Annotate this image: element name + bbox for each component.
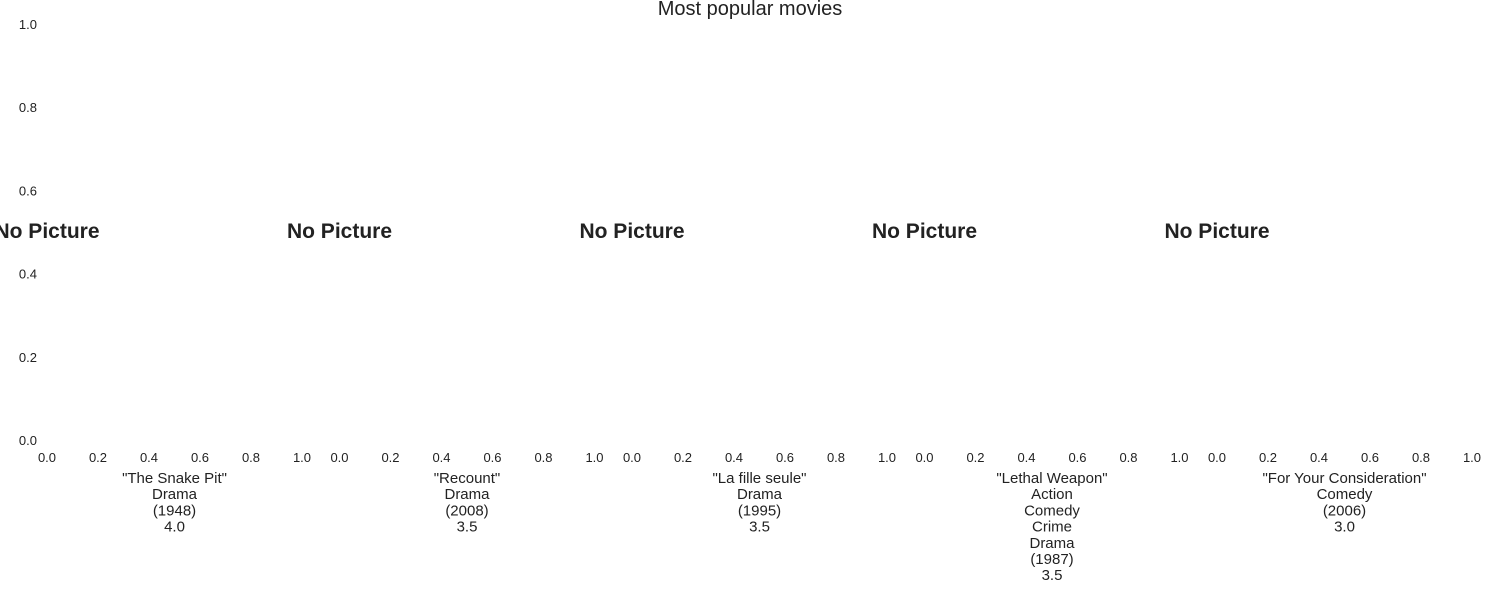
y-tick-label: 0.4 [19, 267, 37, 282]
x-tick-label: 0.8 [1412, 450, 1430, 465]
movie-genre: Drama [737, 486, 783, 503]
x-tick-label: 0.0 [330, 450, 348, 465]
movie-title: "La fille seule" [712, 470, 806, 487]
subplot-panel: 0.0 0.2 0.4 0.6 0.8 1.0 No Picture "Recount"Dra… [287, 220, 604, 536]
movie-title: "For Your Consideration" [1262, 470, 1426, 487]
movie-genre: Drama [444, 486, 490, 503]
y-tick-label: 0.2 [19, 350, 37, 365]
x-tick-label: 0.2 [89, 450, 107, 465]
x-tick-label: 0.0 [1208, 450, 1226, 465]
no-picture-label: No Picture [1164, 220, 1269, 243]
no-picture-label: No Picture [872, 220, 977, 243]
x-tick-label: 0.2 [381, 450, 399, 465]
x-tick-label: 0.4 [140, 450, 158, 465]
no-picture-label: No Picture [0, 220, 100, 243]
x-tick-label: 0.8 [534, 450, 552, 465]
movie-year: (1948) [153, 502, 196, 519]
movie-rating: 3.5 [457, 519, 478, 536]
y-axis: 0.0 0.2 0.4 0.6 0.8 1.0 [19, 17, 37, 448]
no-picture-label: No Picture [287, 220, 392, 243]
x-tick-label: 0.0 [623, 450, 641, 465]
x-tick-label: 0.0 [38, 450, 56, 465]
x-tick-label: 0.6 [483, 450, 501, 465]
movie-year: (1995) [738, 502, 781, 519]
y-tick-label: 1.0 [19, 17, 37, 32]
y-tick-label: 0.0 [19, 433, 37, 448]
movie-title: "Recount" [434, 470, 501, 487]
movie-title: "Lethal Weapon" [996, 470, 1107, 487]
x-tick-label: 0.6 [1361, 450, 1379, 465]
movie-rating: 3.5 [1042, 567, 1063, 584]
movie-genre: Drama [1029, 535, 1075, 552]
subplot-panel: 0.0 0.2 0.4 0.6 0.8 1.0 No Picture "La fille se… [579, 220, 896, 536]
x-tick-label: 0.4 [1017, 450, 1035, 465]
x-tick-label: 0.6 [1068, 450, 1086, 465]
x-tick-label: 1.0 [878, 450, 896, 465]
x-tick-label: 1.0 [1463, 450, 1481, 465]
x-tick-label: 0.2 [674, 450, 692, 465]
movie-rating: 4.0 [164, 519, 185, 536]
no-picture-label: No Picture [579, 220, 684, 243]
x-tick-label: 0.4 [725, 450, 743, 465]
subplot-panel: 0.0 0.2 0.4 0.6 0.8 1.0 No Picture "For Your Co… [1164, 220, 1481, 536]
subplot-panels: 0.0 0.2 0.4 0.6 0.8 1.0 No Picture "The Snake P… [0, 220, 1481, 584]
y-tick-label: 0.6 [19, 183, 37, 198]
movie-year: (2008) [445, 502, 488, 519]
y-tick-label: 0.8 [19, 100, 37, 115]
movie-year: (2006) [1323, 502, 1366, 519]
movie-title: "The Snake Pit" [122, 470, 227, 487]
x-tick-label: 0.8 [242, 450, 260, 465]
x-tick-label: 0.2 [1259, 450, 1277, 465]
movie-genre: Comedy [1024, 502, 1080, 519]
subplot-panel: 0.0 0.2 0.4 0.6 0.8 1.0 No Picture "The Snake P… [0, 220, 311, 536]
x-tick-label: 0.4 [1310, 450, 1328, 465]
movie-rating: 3.0 [1334, 519, 1355, 536]
chart-title: Most popular movies [658, 0, 843, 20]
x-tick-label: 0.2 [966, 450, 984, 465]
subplot-panel: 0.0 0.2 0.4 0.6 0.8 1.0 No Picture "Lethal Weap… [872, 220, 1189, 584]
x-tick-label: 0.8 [1119, 450, 1137, 465]
movie-genre: Drama [152, 486, 198, 503]
x-tick-label: 1.0 [1170, 450, 1188, 465]
x-tick-label: 0.8 [827, 450, 845, 465]
x-tick-label: 1.0 [293, 450, 311, 465]
x-tick-label: 0.0 [915, 450, 933, 465]
x-tick-label: 0.6 [776, 450, 794, 465]
movie-genre: Comedy [1317, 486, 1373, 503]
movie-genre: Crime [1032, 519, 1072, 536]
movie-genre: Action [1031, 486, 1073, 503]
movie-year: (1987) [1030, 551, 1073, 568]
x-tick-label: 1.0 [585, 450, 603, 465]
x-tick-label: 0.4 [432, 450, 450, 465]
x-tick-label: 0.6 [191, 450, 209, 465]
movie-rating: 3.5 [749, 519, 770, 536]
